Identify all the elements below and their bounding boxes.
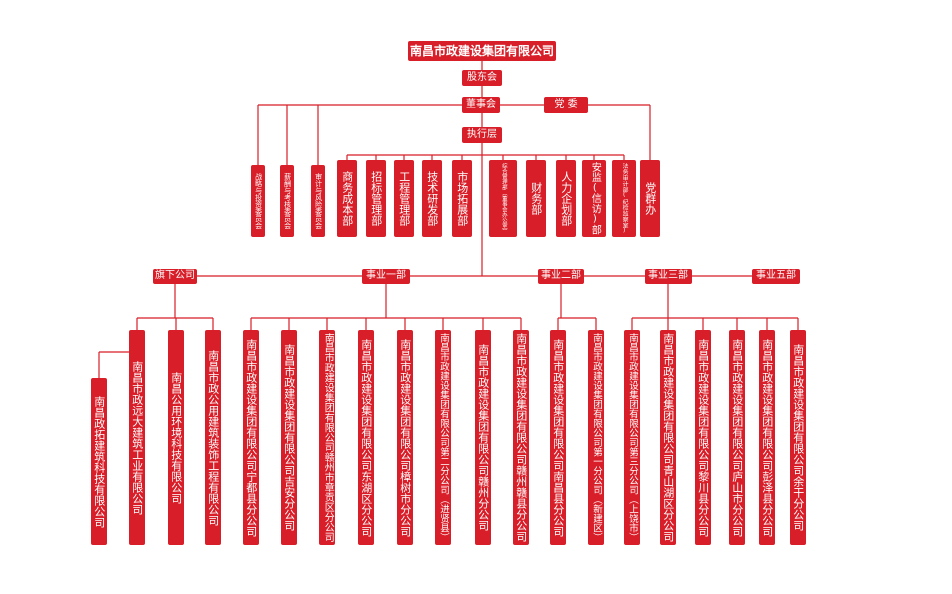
department: 人力企划部: [556, 160, 576, 237]
department: 综合管理部（董事会办公室）: [489, 160, 517, 237]
division: 事业一部: [362, 269, 410, 284]
committee: 审计与风险委员会: [311, 165, 325, 237]
unit: 南昌市政建设集团有限公司吉安分公司: [281, 330, 297, 545]
unit: 南昌市政建设集团有限公司宁都县分公司: [243, 330, 259, 545]
unit: 南昌市政建设集团有限公司赣州分公司: [475, 330, 491, 545]
department: 商务成本部: [337, 160, 357, 237]
division: 事业二部: [538, 269, 584, 284]
unit: 南昌市政建设集团有限公司第三分公司（上饶市）: [624, 330, 640, 545]
division: 旗下公司: [153, 269, 197, 284]
unit: 南昌市政公用建筑装饰工程有限公司: [205, 330, 221, 545]
unit: 南昌市政建设集团有限公司赣州赣县分公司: [513, 330, 529, 545]
unit: 南昌市政建设集团有限公司第二分公司（进贤县）: [435, 330, 451, 545]
company-title: 南昌市政建设集团有限公司: [408, 41, 556, 61]
committee: 薪酬与考核委员会: [280, 165, 294, 237]
unit: 南昌市政建设集团有限公司第一分公司（新建区）: [588, 330, 604, 545]
department: 市场拓展部: [452, 160, 472, 237]
unit: 南昌市政建设集团有限公司赣州市章贡区分公司: [319, 330, 335, 545]
node: 执行层: [462, 127, 502, 143]
division: 事业五部: [752, 269, 800, 284]
node: 党 委: [544, 97, 588, 113]
department: 党群办: [640, 160, 660, 237]
unit: 南昌市政建设集团有限公司青山湖区分公司: [660, 330, 676, 545]
division: 事业三部: [644, 269, 692, 284]
committee: 战略与投资委员会: [251, 165, 265, 237]
unit: 南昌市政建设集团有限公司南昌县分公司: [550, 330, 566, 545]
unit: 南昌市政远大建筑工业有限公司: [129, 330, 145, 545]
department: 安监(信访)部: [582, 160, 606, 237]
unit: 南昌市政建设集团有限公司黎川县分公司: [695, 330, 711, 545]
department: 技术研发部: [422, 160, 442, 237]
unit: 南昌市政建设集团有限公司彭泽县分公司: [759, 330, 775, 545]
node: 董事会: [462, 97, 500, 113]
unit: 南昌市政建设集团有限公司余干分公司: [790, 330, 806, 545]
unit: 南昌政拓建筑科技有限公司: [91, 378, 107, 545]
unit: 南昌市政建设集团有限公司东湖区分公司: [358, 330, 374, 545]
node: 股东会: [462, 70, 502, 86]
department: 工程管理部: [394, 160, 414, 237]
unit: 南昌市政建设集团有限公司樟树市分公司: [397, 330, 413, 545]
department: 招标管理部: [366, 160, 386, 237]
unit: 南昌公用环境科技有限公司: [168, 330, 184, 545]
unit: 南昌市政建设集团有限公司庐山市分公司: [729, 330, 745, 545]
department: 财务部: [526, 160, 546, 237]
department: 法务审计部(纪检监察室): [612, 160, 636, 237]
